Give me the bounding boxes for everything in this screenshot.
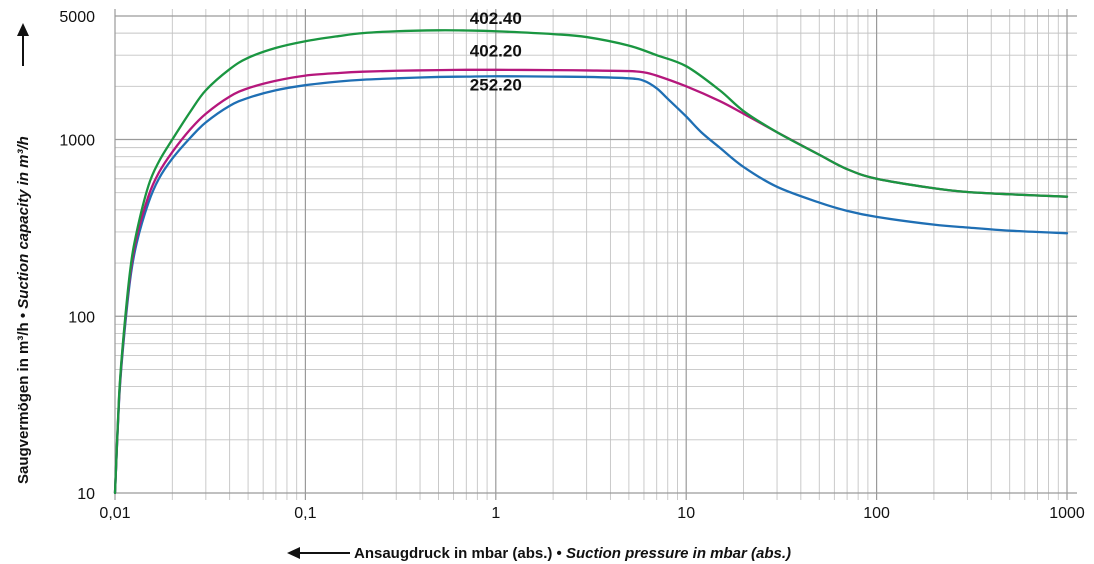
y-tick-label: 5000	[59, 9, 95, 26]
x-tick-label: 0,01	[99, 505, 130, 522]
x-axis-title-group: Ansaugdruck in mbar (abs.) • Suction pre…	[287, 545, 791, 562]
y-axis-arrow-icon	[17, 23, 29, 36]
x-axis-title-de: Ansaugdruck in mbar (abs.) •	[354, 545, 566, 562]
x-tick-label: 1000	[1049, 505, 1085, 522]
series-layer	[113, 29, 1069, 495]
grid-major	[114, 9, 1077, 500]
series-label-402-20: 402.20	[470, 41, 522, 60]
x-tick-label: 0,1	[294, 505, 316, 522]
series-line-252-20	[113, 75, 1069, 495]
y-axis-title: Saugvermögen in m³/h • Suction capacity …	[15, 136, 32, 484]
x-axis-arrow-icon	[287, 547, 300, 559]
y-axis-title-group: Saugvermögen in m³/h • Suction capacity …	[15, 23, 32, 484]
grid-minor	[115, 9, 1077, 500]
x-axis-title-en: Suction pressure in mbar (abs.)	[566, 545, 791, 562]
y-axis-title-de: Saugvermögen in m³/h •	[15, 309, 32, 484]
x-axis-ticks: 0,01 0,1 1 10 100 1000	[99, 505, 1084, 522]
x-axis-title: Ansaugdruck in mbar (abs.) • Suction pre…	[354, 545, 791, 562]
series-line-402-20	[113, 68, 1069, 495]
y-axis-title-en: Suction capacity in m³/h	[15, 136, 32, 309]
series-line-402-40	[113, 29, 1069, 495]
y-tick-label: 1000	[59, 133, 95, 150]
y-tick-label: 10	[77, 486, 95, 503]
x-tick-label: 10	[677, 505, 695, 522]
series-label-402-40: 402.40	[470, 9, 522, 28]
series-label-252-20: 252.20	[470, 75, 522, 94]
x-tick-label: 1	[491, 505, 500, 522]
x-tick-label: 100	[863, 505, 890, 522]
y-tick-label: 100	[68, 309, 95, 326]
y-axis-ticks: 10 100 1000 5000	[59, 9, 95, 503]
series-labels: 402.40 402.20 252.20	[470, 9, 522, 94]
